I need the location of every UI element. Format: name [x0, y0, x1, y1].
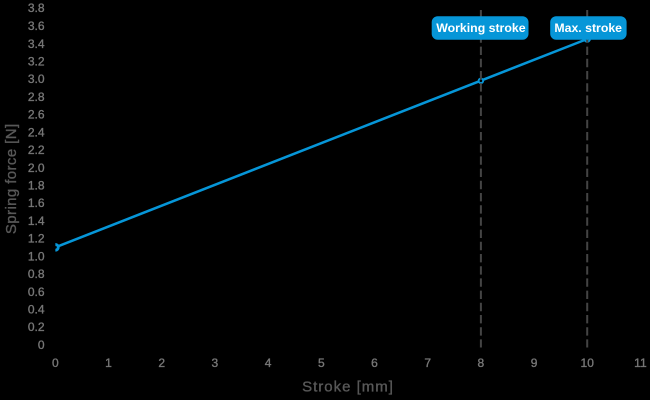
- svg-text:0: 0: [52, 356, 59, 370]
- svg-text:9: 9: [531, 356, 538, 370]
- svg-text:10: 10: [581, 356, 595, 370]
- svg-text:2.8: 2.8: [28, 90, 45, 104]
- svg-text:0: 0: [38, 338, 45, 352]
- svg-text:2.0: 2.0: [28, 161, 45, 175]
- svg-text:6: 6: [371, 356, 378, 370]
- svg-text:1.4: 1.4: [28, 214, 45, 228]
- svg-text:1.6: 1.6: [28, 196, 45, 210]
- svg-text:0.6: 0.6: [28, 285, 45, 299]
- svg-text:Spring force [N]: Spring force [N]: [3, 123, 20, 234]
- svg-text:8: 8: [478, 356, 485, 370]
- svg-text:3.0: 3.0: [28, 72, 45, 86]
- svg-text:2.2: 2.2: [28, 143, 45, 157]
- svg-text:3: 3: [212, 356, 219, 370]
- svg-text:1.8: 1.8: [28, 178, 45, 192]
- svg-text:4: 4: [265, 356, 272, 370]
- svg-text:1.2: 1.2: [28, 232, 45, 246]
- svg-text:Max. stroke: Max. stroke: [554, 21, 622, 35]
- svg-text:11: 11: [634, 356, 647, 370]
- svg-text:2.4: 2.4: [28, 125, 45, 139]
- svg-text:Working stroke: Working stroke: [436, 21, 525, 35]
- svg-text:Stroke [mm]: Stroke [mm]: [302, 378, 394, 395]
- svg-text:3.2: 3.2: [28, 55, 45, 69]
- svg-text:2.6: 2.6: [28, 108, 45, 122]
- svg-text:2: 2: [158, 356, 165, 370]
- svg-text:5: 5: [318, 356, 325, 370]
- svg-text:7: 7: [424, 356, 431, 370]
- svg-text:3.8: 3.8: [28, 1, 45, 15]
- svg-text:0.2: 0.2: [28, 320, 45, 334]
- svg-text:3.6: 3.6: [28, 19, 45, 33]
- svg-text:1.0: 1.0: [28, 249, 45, 263]
- svg-text:1: 1: [105, 356, 112, 370]
- svg-text:0.4: 0.4: [28, 303, 45, 317]
- svg-text:3.4: 3.4: [28, 37, 45, 51]
- svg-text:0.8: 0.8: [28, 267, 45, 281]
